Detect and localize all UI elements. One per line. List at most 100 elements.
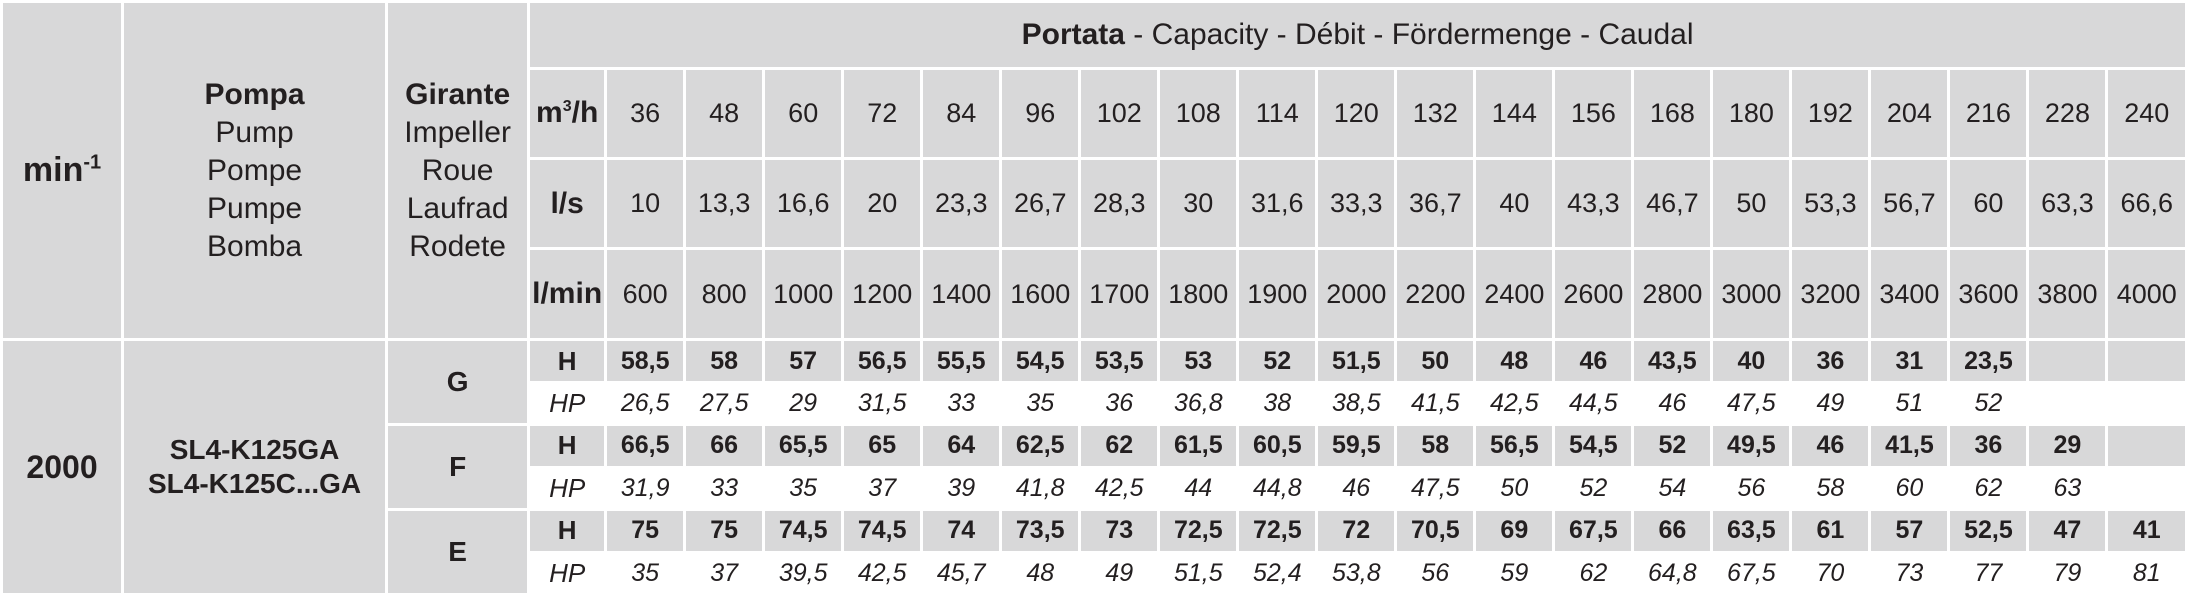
head-value: 48 <box>1473 338 1556 384</box>
capacity-value-m3h: 168 <box>1631 66 1714 160</box>
head-value: 69 <box>1473 508 1556 554</box>
capacity-value-lmin: 600 <box>604 247 687 342</box>
pump-title: Pompa <box>204 77 305 111</box>
power-value: 48 <box>999 550 1082 596</box>
power-value: 42,5 <box>1078 465 1161 512</box>
power-value: 59 <box>1473 550 1556 596</box>
capacity-value-m3h: 102 <box>1078 66 1161 160</box>
power-value: 47,5 <box>1710 380 1793 427</box>
capacity-value-ls: 28,3 <box>1078 156 1161 251</box>
power-value: 44 <box>1157 465 1240 512</box>
power-value: 42,5 <box>1473 380 1556 427</box>
head-value: 67,5 <box>1552 508 1635 554</box>
header-row-title: min-1 Pompa Pump Pompe Pumpe Bomba Giran… <box>0 0 2188 342</box>
capacity-value-m3h: 36 <box>604 66 687 160</box>
power-value: 62 <box>1947 465 2030 512</box>
power-value: 27,5 <box>683 380 766 427</box>
power-value: 52 <box>1947 380 2030 427</box>
power-value: 42,5 <box>841 550 924 596</box>
power-value: 52 <box>1552 465 1635 512</box>
capacity-value-m3h: 84 <box>920 66 1003 160</box>
head-value: 72,5 <box>1157 508 1240 554</box>
capacity-value-m3h: 216 <box>1947 66 2030 160</box>
pump-translation: Bomba <box>207 229 303 263</box>
head-label: H <box>527 508 608 554</box>
head-value: 56,5 <box>1473 423 1556 469</box>
power-value: 49 <box>1789 380 1872 427</box>
capacity-value-ls: 46,7 <box>1631 156 1714 251</box>
power-value: 56 <box>1394 550 1477 596</box>
pump-model: SL4-K125GA <box>169 434 340 466</box>
head-value: 51,5 <box>1315 338 1398 384</box>
power-value: 54 <box>1631 465 1714 512</box>
power-value: 63 <box>2026 465 2109 512</box>
data-row-f-h: F H 66,5 66 65,5 65 64 62,5 62 61,5 60,5 59,5 58 56,5… <box>2 423 2188 512</box>
capacity-value-ls: 56,7 <box>1868 156 1951 251</box>
speed-unit-header: min-1 <box>0 0 125 342</box>
power-value: 35 <box>999 380 1082 427</box>
head-value: 36 <box>1789 338 1872 384</box>
power-value: 60 <box>1868 465 1951 512</box>
pump-translation: Pumpe <box>207 191 303 225</box>
capacity-value-lmin: 3000 <box>1710 247 1793 342</box>
pump-model: SL4-K125C...GA <box>147 468 362 500</box>
head-value: 66,5 <box>604 423 687 469</box>
capacity-value-ls: 63,3 <box>2026 156 2109 251</box>
head-value: 61,5 <box>1157 423 1240 469</box>
head-value: 46 <box>1552 338 1635 384</box>
capacity-value-lmin: 2600 <box>1552 247 1635 342</box>
impeller-title: Girante <box>405 77 511 111</box>
power-value: 52,4 <box>1236 550 1319 596</box>
power-value: 77 <box>1947 550 2030 596</box>
capacity-value-lmin: 800 <box>683 247 766 342</box>
head-value: 54,5 <box>999 338 1082 384</box>
power-value: 37 <box>683 550 766 596</box>
head-value: 62 <box>1078 423 1161 469</box>
head-value: 58 <box>1394 423 1477 469</box>
head-value: 36 <box>1947 423 2030 469</box>
impeller-translation: Impeller <box>404 115 511 149</box>
head-value: 64 <box>920 423 1003 469</box>
power-value: 46 <box>1315 465 1398 512</box>
capacity-row-m3h: m3/h 36 48 60 72 84 96 102 108 114 120 132 144 156 16… <box>2 66 2188 160</box>
capacity-value-m3h: 180 <box>1710 66 1793 160</box>
capacity-title-bold: Portata <box>1021 17 1125 51</box>
data-row-e-h: E H 75 75 74,5 74,5 74 73,5 73 72,5 72,5 72 70,5 69 67… <box>2 508 2188 596</box>
head-value: 75 <box>604 508 687 554</box>
power-value: 29 <box>762 380 845 427</box>
pump-models: SL4-K125GA SL4-K125C...GA <box>121 338 389 596</box>
impeller-name: F <box>385 423 531 512</box>
head-value: 54,5 <box>1552 423 1635 469</box>
power-value: 50 <box>1473 465 1556 512</box>
capacity-value-ls: 31,6 <box>1236 156 1319 251</box>
power-value: 35 <box>604 550 687 596</box>
head-value: 40 <box>1710 338 1793 384</box>
pump-speed: 2000 <box>0 338 125 596</box>
head-value: 43,5 <box>1631 338 1714 384</box>
power-value: 37 <box>841 465 924 512</box>
capacity-value-ls: 40 <box>1473 156 1556 251</box>
power-value: 31,5 <box>841 380 924 427</box>
capacity-value-m3h: 144 <box>1473 66 1556 160</box>
head-value: 66 <box>683 423 766 469</box>
impeller-translation: Laufrad <box>406 191 509 225</box>
capacity-value-m3h: 240 <box>2105 66 2188 160</box>
head-value: 23,5 <box>1947 338 2030 384</box>
capacity-value-ls: 30 <box>1157 156 1240 251</box>
impeller-translation: Rodete <box>409 229 506 263</box>
head-value: 57 <box>1868 508 1951 554</box>
power-value: 56 <box>1710 465 1793 512</box>
speed-unit-exponent: -1 <box>83 151 102 174</box>
power-value: 31,9 <box>604 465 687 512</box>
capacity-value-ls: 26,7 <box>999 156 1082 251</box>
capacity-value-ls: 13,3 <box>683 156 766 251</box>
power-value: 33 <box>683 465 766 512</box>
head-value: 49,5 <box>1710 423 1793 469</box>
power-value: 62 <box>1552 550 1635 596</box>
head-value: 72 <box>1315 508 1398 554</box>
power-value: 73 <box>1868 550 1951 596</box>
head-value: 73 <box>1078 508 1161 554</box>
capacity-value-ls: 16,6 <box>762 156 845 251</box>
pump-translation: Pompe <box>207 153 303 187</box>
